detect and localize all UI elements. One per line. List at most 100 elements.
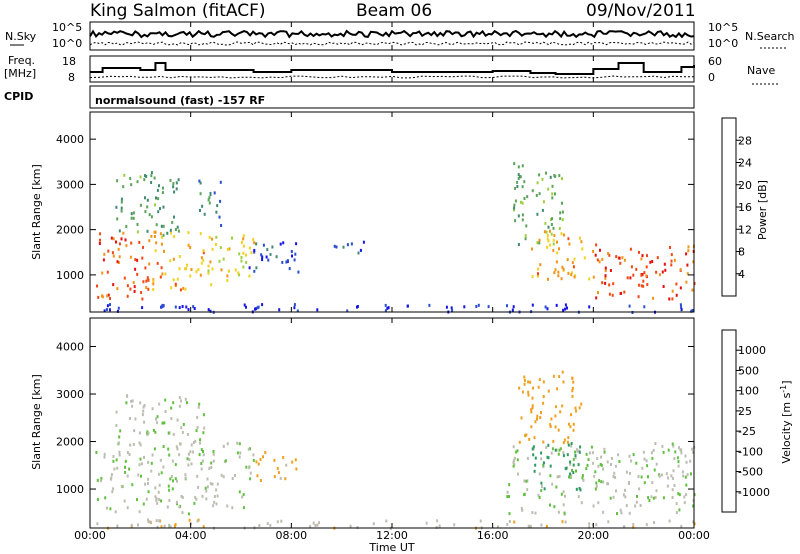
heatmap-cell xyxy=(570,442,573,445)
time-axis: 00:00 04:00 08:00 12:00 16:00 20:00 00:00 xyxy=(74,22,710,542)
heatmap-cell xyxy=(675,282,678,286)
heatmap-cell xyxy=(572,380,575,384)
heatmap-cell xyxy=(588,525,591,529)
heatmap-cell xyxy=(655,270,658,274)
heatmap-cell xyxy=(637,295,640,299)
heatmap-cell xyxy=(222,257,225,261)
heatmap-cell xyxy=(508,512,511,516)
heatmap-cell xyxy=(248,266,251,270)
cpid-panel: CPID normalsound (fast) -157 RF xyxy=(4,85,695,109)
heatmap-cell xyxy=(525,479,528,483)
heatmap-cell xyxy=(588,277,591,281)
heatmap-cell xyxy=(587,458,590,461)
power-panel: 1000 2000 3000 4000 Slant Range [km] 4 8 12 16… xyxy=(30,111,769,314)
heatmap-cell xyxy=(537,493,540,497)
heatmap-cell xyxy=(673,457,676,461)
heatmap-cell xyxy=(536,181,539,185)
heatmap-cell xyxy=(198,453,201,457)
heatmap-cell xyxy=(554,448,557,452)
heatmap-cell xyxy=(560,232,563,236)
heatmap-cell xyxy=(120,237,123,241)
heatmap-cell xyxy=(514,219,517,223)
heatmap-cell xyxy=(569,462,572,466)
heatmap-cell xyxy=(195,270,198,274)
heatmap-cell xyxy=(208,201,211,205)
heatmap-cell xyxy=(259,479,262,482)
heatmap-cell xyxy=(273,458,276,462)
heatmap-cell xyxy=(629,471,631,475)
heatmap-cell xyxy=(530,425,533,429)
heatmap-cell xyxy=(206,477,209,481)
heatmap-cell xyxy=(669,246,671,249)
heatmap-cell xyxy=(242,493,245,497)
heatmap-cell xyxy=(551,447,554,451)
heatmap-cell xyxy=(549,218,552,221)
heatmap-cell xyxy=(293,258,296,262)
y-tick-label: 2000 xyxy=(56,436,84,449)
heatmap-cell xyxy=(537,272,539,276)
heatmap-cell xyxy=(516,458,519,462)
heatmap-cell xyxy=(530,408,533,412)
heatmap-cell xyxy=(238,490,241,494)
heatmap-cell xyxy=(249,447,251,451)
heatmap-cell xyxy=(666,484,669,488)
heatmap-cell xyxy=(196,474,199,478)
heatmap-cell xyxy=(612,475,615,478)
heatmap-cell xyxy=(556,251,559,255)
heatmap-cell xyxy=(602,467,605,471)
heatmap-cell xyxy=(549,474,552,478)
heatmap-cell xyxy=(154,249,157,253)
heatmap-cell xyxy=(685,280,688,284)
heatmap-cell xyxy=(202,258,205,262)
heatmap-cell xyxy=(126,451,129,454)
colorbar-tick-label: 4 xyxy=(738,268,745,281)
heatmap-cell xyxy=(237,271,240,275)
heatmap-cell xyxy=(129,287,132,291)
heatmap-cell xyxy=(572,471,575,475)
heatmap-cell xyxy=(117,247,120,251)
heatmap-cell xyxy=(604,266,607,270)
heatmap-cell xyxy=(186,401,188,405)
heatmap-cell xyxy=(269,523,272,527)
heatmap-cell xyxy=(575,469,577,473)
heatmap-cell xyxy=(545,524,548,528)
heatmap-cell xyxy=(346,309,349,313)
heatmap-cell xyxy=(166,231,169,235)
heatmap-cell xyxy=(651,456,654,460)
heatmap-cell xyxy=(105,308,108,311)
heatmap-cell xyxy=(554,268,557,272)
heatmap-cell xyxy=(178,255,181,258)
heatmap-cell xyxy=(537,385,540,389)
heatmap-cell xyxy=(227,248,229,251)
heatmap-cell xyxy=(640,284,643,288)
heatmap-cell xyxy=(585,452,588,456)
heatmap-cell xyxy=(161,191,164,195)
heatmap-cell xyxy=(679,303,682,307)
heatmap-cell xyxy=(625,470,628,474)
heatmap-cell xyxy=(117,441,120,445)
heatmap-cell xyxy=(583,256,586,260)
heatmap-cell xyxy=(141,306,144,310)
heatmap-cell xyxy=(691,309,694,312)
heatmap-cell xyxy=(619,261,622,265)
heatmap-cell xyxy=(162,304,165,308)
heatmap-cell xyxy=(552,439,555,443)
heatmap-cell xyxy=(538,238,541,242)
heatmap-cell xyxy=(146,198,149,202)
heatmap-cell xyxy=(133,429,136,433)
heatmap-cell xyxy=(194,495,197,499)
heatmap-cell xyxy=(524,237,527,241)
freq-left-tick-bottom: 8 xyxy=(68,71,75,84)
heatmap-cell xyxy=(106,304,109,308)
heatmap-cell xyxy=(234,268,237,272)
heatmap-cell xyxy=(563,233,565,237)
heatmap-cell xyxy=(537,267,540,271)
heatmap-cell xyxy=(243,244,245,248)
heatmap-cell xyxy=(593,474,596,478)
heatmap-cell xyxy=(538,192,541,196)
heatmap-cell xyxy=(648,499,651,502)
heatmap-cell xyxy=(540,489,543,493)
heatmap-cell xyxy=(106,270,109,274)
time-axis-label: Time UT xyxy=(368,541,414,554)
heatmap-cell xyxy=(692,520,695,524)
